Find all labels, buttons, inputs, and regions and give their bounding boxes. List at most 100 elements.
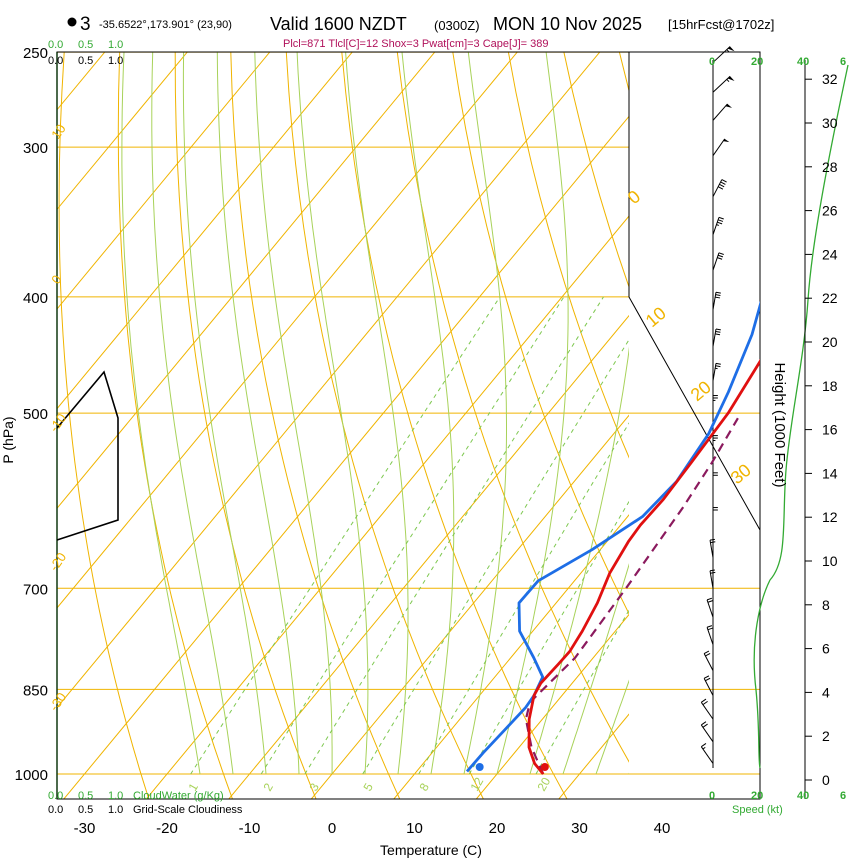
moist-adiabat-28 xyxy=(562,563,629,775)
mixing-ratio-label-20: 20 xyxy=(534,775,553,794)
height-tick-4: 4 xyxy=(822,684,830,700)
cloudiness-label: Grid-Scale Cloudiness xyxy=(133,804,243,816)
wind-barb xyxy=(706,625,714,645)
moist-adiabat--4 xyxy=(216,52,300,775)
height-tick-16: 16 xyxy=(822,422,838,438)
mixing-ratio-1 xyxy=(190,296,501,775)
isotherm-10 xyxy=(393,514,629,799)
valid-date: MON 10 Nov 2025 xyxy=(493,14,642,34)
wind-barb xyxy=(703,675,714,696)
dry-adiabat-320 xyxy=(452,52,629,615)
cloud-scale-top: 0.0 0.5 1.0 0.0 0.5 1.0 xyxy=(48,39,123,67)
mixing-ratio-label-12: 12 xyxy=(467,775,486,794)
speed-scale-top: 0 20 40 6 xyxy=(709,56,846,68)
station-dot-icon xyxy=(67,17,77,27)
wind-barb xyxy=(712,75,735,93)
height-tick-0: 0 xyxy=(822,772,830,788)
y-axis-label: P (hPa) xyxy=(0,416,16,463)
wind-barb xyxy=(709,569,716,589)
isotherm--30 xyxy=(63,115,629,799)
isotherm-label-2: -10 xyxy=(46,411,69,435)
height-tick-12: 12 xyxy=(822,509,838,525)
wind-barb xyxy=(712,507,718,526)
indices-line: Plcl=871 Tlcl[C]=12 Shox=3 Pwat[cm]=3 Ca… xyxy=(283,38,548,50)
cloud-top-black-1: 0.5 xyxy=(78,55,93,67)
station-location: -35.6522°,173.901° (23,90) xyxy=(99,19,232,31)
wind-barb xyxy=(700,721,714,743)
dry-adiabat-250 xyxy=(58,52,150,799)
x-tick--10: -10 xyxy=(239,820,261,837)
wind-barb xyxy=(712,435,718,454)
moist-adiabat-24 xyxy=(529,346,629,775)
p-axis-ticks: 250 300 400 500 700 850 1000 xyxy=(15,45,48,784)
speed-tick-top-6: 6 xyxy=(840,56,846,68)
moist-adiabat-0 xyxy=(254,52,333,775)
cloud-top-black-2: 1.0 xyxy=(108,55,123,67)
valid-label: Valid 1600 NZDT xyxy=(270,14,407,34)
dry-adiabat-350 xyxy=(618,52,629,93)
cloud-top-green-1: 0.5 xyxy=(78,39,93,51)
moist-adiabat-32 xyxy=(595,679,629,775)
isotherm-label-4: -30 xyxy=(46,690,69,714)
height-tick-10: 10 xyxy=(822,553,838,569)
isotherm--100 xyxy=(57,52,106,111)
temperature-profile-line xyxy=(527,358,760,775)
wind-barb xyxy=(712,179,727,197)
x-axis-ticks: -30 -20 -10 0 10 20 30 40 xyxy=(74,820,671,837)
height-axis-label: Height (1000 Feet) xyxy=(771,362,788,487)
moist-adiabat-12 xyxy=(401,52,455,775)
p-tick-500: 500 xyxy=(23,406,48,423)
mixing-ratio-5 xyxy=(362,338,629,775)
moist-adiabat-16 xyxy=(463,52,507,775)
height-tick-26: 26 xyxy=(822,203,838,219)
isotherm--70 xyxy=(57,52,353,410)
surface-temperature-dot xyxy=(540,763,549,771)
cloud-bottom-green-1: 0.5 xyxy=(78,790,93,802)
cloud-bottom-black-1: 0.5 xyxy=(78,804,93,816)
mixing-ratio-12 xyxy=(468,500,629,775)
x-tick-30: 30 xyxy=(571,820,588,837)
isotherm--60 xyxy=(57,52,436,510)
utc-time: (0300Z) xyxy=(434,18,480,33)
isotherm-20 xyxy=(475,613,629,799)
cloud-bottom-black-2: 1.0 xyxy=(108,804,123,816)
p-tick-850: 850 xyxy=(23,682,48,699)
moist-adiabat--8 xyxy=(182,52,267,775)
wind-barb xyxy=(712,395,718,414)
wind-barbs xyxy=(700,46,735,764)
dry-adiabat-270 xyxy=(174,52,317,799)
dry-adiabat-340 xyxy=(563,52,629,289)
wind-barb xyxy=(712,138,730,156)
cloudwater-label: CloudWater (g/Kg) xyxy=(133,790,224,802)
x-axis-label: Temperature (C) xyxy=(380,842,482,858)
wind-barb xyxy=(700,698,714,720)
mixing-ratio-3 xyxy=(304,296,604,775)
isotherm-label-3: -20 xyxy=(46,550,69,574)
x-tick--20: -20 xyxy=(156,820,178,837)
height-tick-20: 20 xyxy=(822,334,838,350)
cloud-bottom-green-0: 0.0 xyxy=(48,790,63,802)
speed-tick-top-40: 40 xyxy=(797,56,809,68)
wind-barb xyxy=(712,291,721,310)
wind-barb xyxy=(712,472,718,491)
mixing-ratio-2 xyxy=(260,296,565,775)
cloud-top-green-0: 0.0 xyxy=(48,39,63,51)
mixing-ratio-label-8: 8 xyxy=(416,780,432,793)
moist-adiabat-grid xyxy=(121,52,629,775)
height-tick-30: 30 xyxy=(822,115,838,131)
wind-barb xyxy=(712,328,721,347)
speed-tick-bottom-20: 20 xyxy=(751,790,763,802)
dry-adiabat-310 xyxy=(396,52,629,763)
mixing-ratio-8 xyxy=(418,422,629,775)
speed-tick-bottom-6: 6 xyxy=(840,790,846,802)
adiabat-label-30: 30 xyxy=(727,460,755,488)
height-tick-2: 2 xyxy=(822,728,830,744)
forecast-label: [15hrFcst@1702z] xyxy=(668,17,774,32)
height-tick-8: 8 xyxy=(822,597,830,613)
x-tick--30: -30 xyxy=(74,820,96,837)
mixing-ratio-grid xyxy=(190,296,629,775)
isotherm--80 xyxy=(57,52,271,310)
isotherm-0 xyxy=(310,414,629,799)
speed-tick-top-0: 0 xyxy=(709,56,715,68)
